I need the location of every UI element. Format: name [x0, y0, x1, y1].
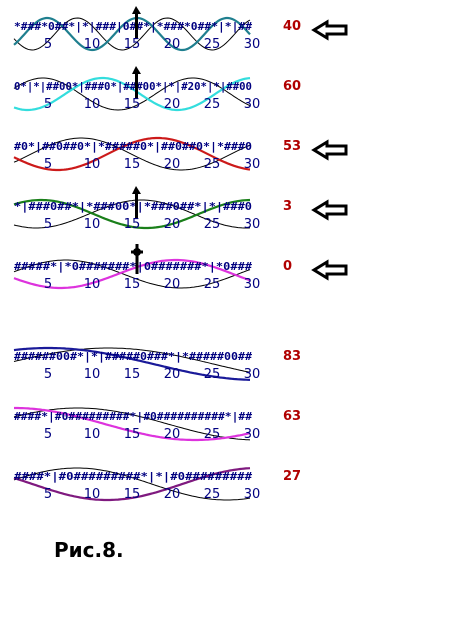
tick-label: 15	[124, 367, 141, 382]
cross-marker-dot-icon	[133, 248, 141, 256]
reference-wave-1	[13, 17, 251, 51]
tick-label: 30	[244, 367, 261, 382]
signal-wave-6	[13, 346, 251, 381]
tick-label: 20	[164, 97, 181, 112]
tick-label: 15	[124, 37, 141, 52]
tick-label: 20	[164, 217, 181, 232]
score-value-5: 0	[283, 259, 292, 274]
signal-wave-1	[13, 16, 251, 52]
tick-label: 20	[164, 157, 181, 172]
tick-label: 25	[204, 427, 221, 442]
tick-label: 10	[84, 367, 101, 382]
tick-label: 10	[84, 217, 101, 232]
score-value-6: 83	[283, 349, 301, 364]
tick-label: 15	[124, 97, 141, 112]
reference-wave-5	[13, 259, 251, 289]
score-value-4: 3	[283, 199, 292, 214]
tick-label: 15	[124, 427, 141, 442]
tick-label: 20	[164, 367, 181, 382]
symbol-sequence-1: *###*0##*|*|###|0##*|*###*0##*|*|##	[14, 20, 252, 33]
tick-label: 15	[124, 277, 141, 292]
score-value-3: 53	[283, 139, 301, 154]
left-arrow-icon	[311, 19, 348, 41]
tick-label: 5	[44, 367, 52, 382]
symbol-sequence-2: 0*|*|##00*|###0*|###00*|*|#20*|*|##00	[14, 80, 252, 93]
tick-label: 10	[84, 37, 101, 52]
tick-label: 15	[124, 487, 141, 502]
up-arrow-icon	[132, 66, 141, 98]
reference-wave-2	[13, 77, 251, 111]
score-value-7: 63	[283, 409, 301, 424]
score-value-2: 60	[283, 79, 301, 94]
reference-wave-3	[13, 137, 251, 171]
signal-wave-5	[13, 258, 251, 290]
tick-label: 15	[124, 157, 141, 172]
tick-label: 25	[204, 367, 221, 382]
tick-label: 5	[44, 37, 52, 52]
symbol-sequence-8: ####*|#0#########*|*|#0#########	[14, 470, 252, 483]
figure-caption: Рис.8.	[54, 538, 124, 562]
tick-label: 30	[244, 97, 261, 112]
tick-label: 30	[244, 157, 261, 172]
tick-label: 5	[44, 217, 52, 232]
tick-label: 20	[164, 37, 181, 52]
tick-label: 10	[84, 277, 101, 292]
tick-label: 10	[84, 487, 101, 502]
tick-label: 25	[204, 277, 221, 292]
tick-label: 30	[244, 487, 261, 502]
signal-wave-7	[14, 406, 251, 442]
symbol-sequence-4: *|###0##*|*###00*|*###0##*|*|###0	[14, 200, 252, 213]
tick-label: 15	[124, 217, 141, 232]
symbol-sequence-7: ####*|#0#########*|#0##########*|##	[14, 410, 252, 423]
tick-label: 25	[204, 487, 221, 502]
left-arrow-icon	[311, 139, 348, 161]
tick-label: 5	[44, 277, 52, 292]
tick-label: 20	[164, 427, 181, 442]
left-arrow-icon	[311, 259, 348, 281]
tick-label: 20	[164, 487, 181, 502]
reference-wave-4	[13, 199, 251, 229]
tick-label: 5	[44, 427, 52, 442]
tick-label: 10	[84, 157, 101, 172]
signal-wave-4	[13, 198, 251, 230]
tick-label: 30	[244, 277, 261, 292]
tick-label: 30	[244, 37, 261, 52]
up-arrow-icon	[132, 6, 141, 38]
tick-label: 10	[84, 427, 101, 442]
tick-label: 25	[204, 37, 221, 52]
left-arrow-icon	[311, 199, 348, 221]
signal-wave-8	[13, 467, 251, 502]
tick-label: 30	[244, 427, 261, 442]
signal-wave-3	[13, 136, 251, 172]
reference-wave-7	[13, 407, 251, 441]
symbol-sequence-5: #####*|*0#######*|0#######*|*0###	[14, 260, 252, 273]
up-arrow-icon	[132, 186, 141, 218]
tick-label: 5	[44, 157, 52, 172]
score-value-1: 40	[283, 19, 301, 34]
signal-wave-2	[13, 76, 251, 112]
tick-label: 25	[204, 217, 221, 232]
tick-label: 10	[84, 97, 101, 112]
reference-wave-6	[13, 347, 251, 373]
tick-label: 5	[44, 487, 52, 502]
tick-label: 25	[204, 157, 221, 172]
tick-label: 25	[204, 97, 221, 112]
symbol-sequence-3: #0*|##0##0*|*#####0*|##0##0*|*###0	[14, 140, 252, 153]
tick-label: 5	[44, 97, 52, 112]
tick-label: 30	[244, 217, 261, 232]
symbol-sequence-6: ######00#*|*|#####0###*|*#####00##	[14, 350, 252, 363]
tick-label: 20	[164, 277, 181, 292]
reference-wave-8	[13, 467, 251, 501]
score-value-8: 27	[283, 469, 301, 484]
